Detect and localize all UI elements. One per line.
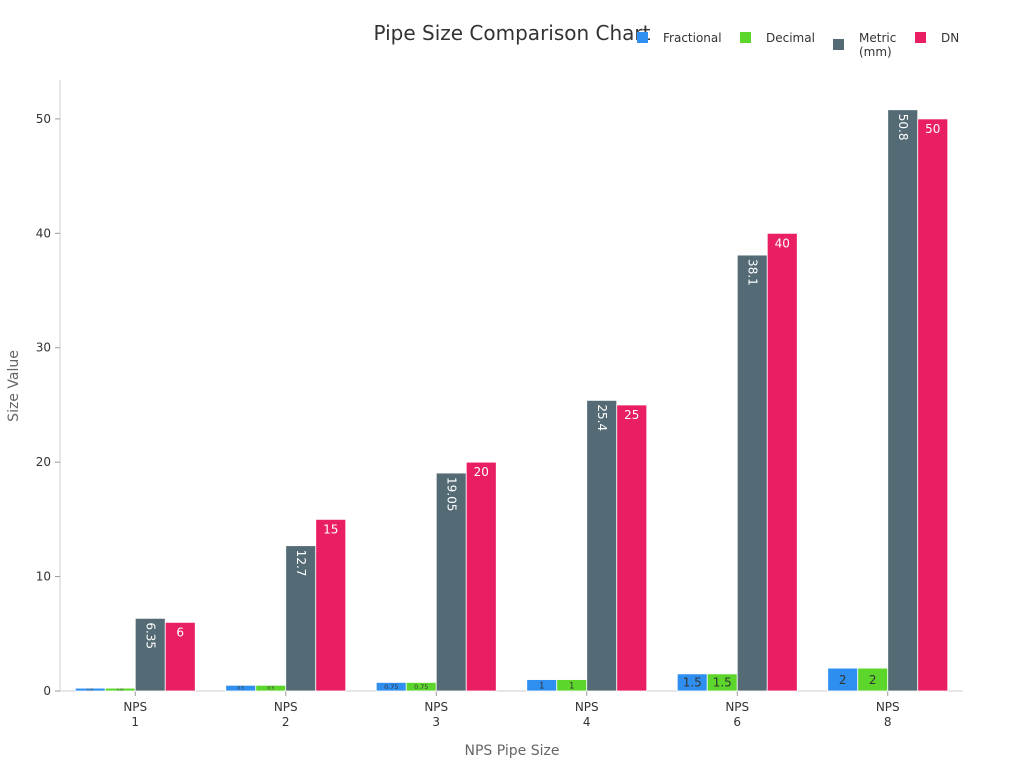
bar-metric[interactable] xyxy=(887,109,919,692)
bar-metric[interactable] xyxy=(435,472,467,692)
x-tick-label: NPS 6 xyxy=(725,700,749,729)
data-label: 1.5 xyxy=(683,676,702,690)
legend-label: Metric (mm) xyxy=(859,31,896,59)
data-label: 6 xyxy=(176,625,184,639)
legend-item-metric[interactable]: Metric (mm) xyxy=(833,31,896,59)
data-label: 38.1 xyxy=(745,259,759,286)
y-tick-label: 40 xyxy=(36,226,51,240)
x-tick-label: NPS 4 xyxy=(575,700,599,729)
data-label: 15 xyxy=(323,522,338,536)
data-label: 0.5 xyxy=(267,686,274,692)
x-tick-label: NPS 8 xyxy=(876,700,900,729)
data-label: 6.35 xyxy=(143,622,157,649)
legend-label: Decimal xyxy=(766,31,815,45)
y-tick-label: 50 xyxy=(36,112,51,126)
data-label: 2 xyxy=(839,673,847,687)
data-label: 0.5 xyxy=(237,686,244,692)
data-label: 2 xyxy=(869,673,877,687)
data-label: 1 xyxy=(539,681,544,691)
legend-item-decimal[interactable]: Decimal xyxy=(740,31,815,45)
bar-dn[interactable] xyxy=(164,621,196,692)
data-label: 19.05 xyxy=(444,477,458,511)
bar-metric[interactable] xyxy=(586,399,618,692)
data-label: 1 xyxy=(569,681,574,691)
data-label: 12.7 xyxy=(294,550,308,577)
x-tick-label: NPS 1 xyxy=(123,700,147,729)
data-label: 0.75 xyxy=(414,683,428,691)
legend-label: Fractional xyxy=(663,31,722,45)
bar-metric[interactable] xyxy=(134,617,166,692)
bar-dn[interactable] xyxy=(917,118,949,692)
data-label: 20 xyxy=(474,465,489,479)
legend-swatch xyxy=(740,32,751,43)
y-tick-label: 30 xyxy=(36,341,51,355)
data-label: 0.25 xyxy=(117,688,124,692)
legend-label: DN xyxy=(941,31,959,45)
data-label: 40 xyxy=(775,236,790,250)
data-label: 0.25 xyxy=(87,688,94,692)
bar-dn[interactable] xyxy=(766,232,798,692)
legend-item-fractional[interactable]: Fractional xyxy=(637,31,722,45)
data-label: 50.8 xyxy=(896,114,910,141)
y-tick-label: 20 xyxy=(36,455,51,469)
x-tick-label: NPS 2 xyxy=(274,700,298,729)
data-label: 25 xyxy=(624,408,639,422)
chart-title: Pipe Size Comparison Chart xyxy=(373,21,650,45)
bar-metric[interactable] xyxy=(285,545,317,692)
x-axis-label: NPS Pipe Size xyxy=(465,743,560,759)
bar-dn[interactable] xyxy=(616,404,648,692)
data-label: 1.5 xyxy=(713,676,732,690)
bar-dn[interactable] xyxy=(315,518,347,692)
data-label: 0.75 xyxy=(384,683,398,691)
data-label: 25.4 xyxy=(595,404,609,431)
data-label: 50 xyxy=(925,122,940,136)
legend-swatch xyxy=(833,39,844,50)
y-tick-label: 10 xyxy=(36,570,51,584)
x-tick-label: NPS 3 xyxy=(424,700,448,729)
legend-item-dn[interactable]: DN xyxy=(915,31,959,45)
y-axis-label: Size Value xyxy=(6,350,22,422)
bar-dn[interactable] xyxy=(465,461,497,692)
bar-metric[interactable] xyxy=(736,254,768,692)
legend-swatch xyxy=(915,32,926,43)
y-tick-label: 0 xyxy=(43,684,51,698)
legend-swatch xyxy=(637,32,648,43)
